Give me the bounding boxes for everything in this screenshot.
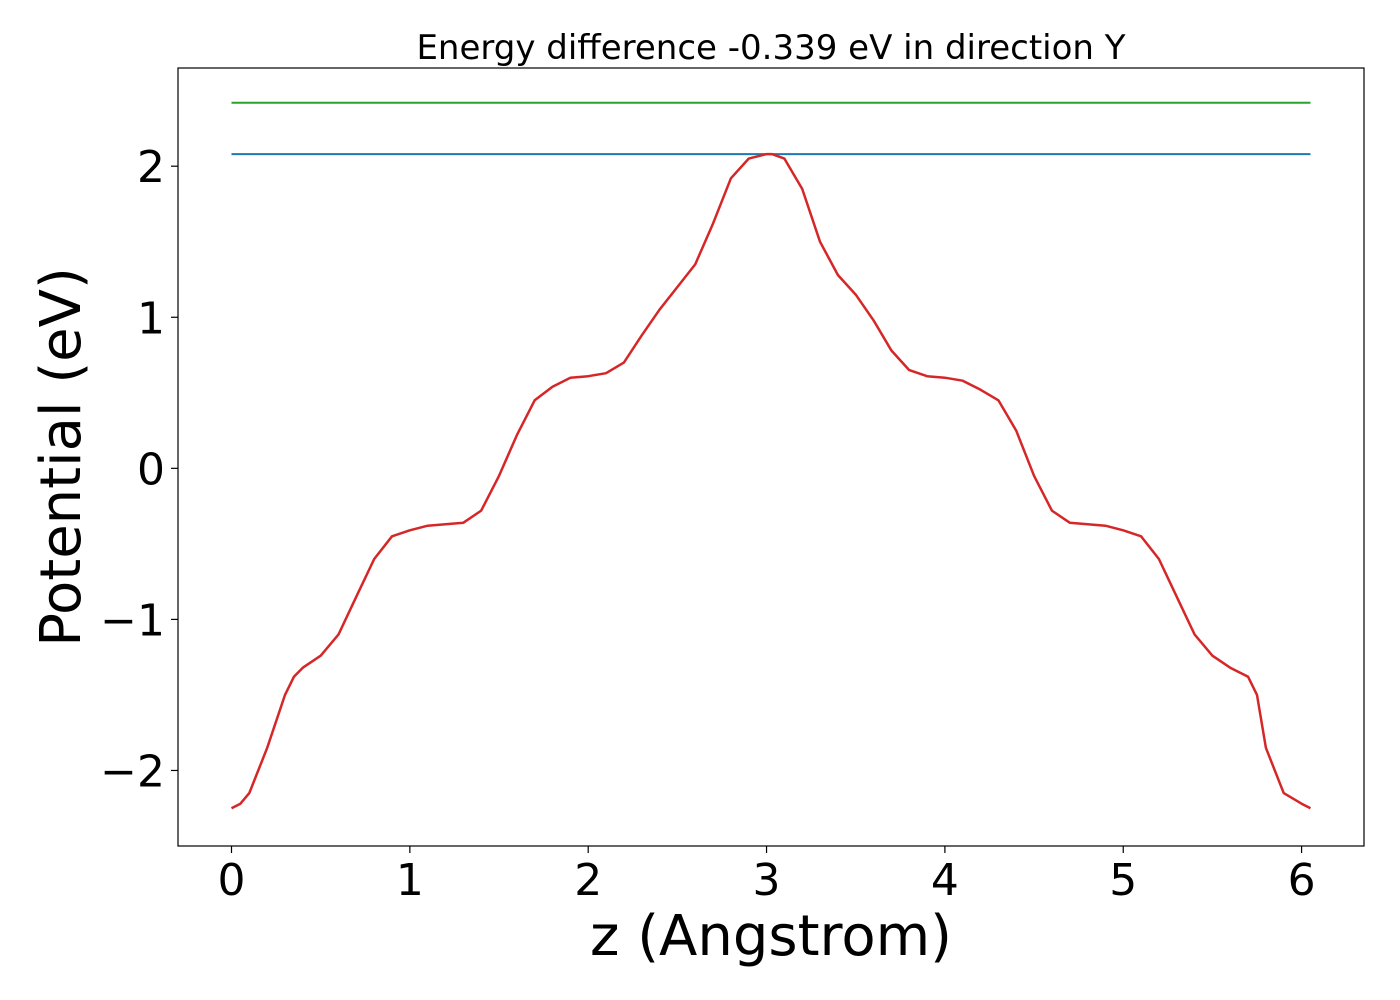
axes-frame xyxy=(177,67,1365,847)
x-tick-label: 5 xyxy=(1109,855,1137,906)
x-axis-label: z (Angstrom) xyxy=(590,904,952,969)
y-tick-label: 2 xyxy=(137,142,165,193)
series-layer xyxy=(230,101,1312,810)
y-axis-ticks: −2 −1 0 1 2 xyxy=(100,142,178,797)
plot-area xyxy=(177,67,1365,847)
series-line-3 xyxy=(230,152,1312,810)
x-tick-label: 4 xyxy=(931,855,959,906)
y-tick-label: 1 xyxy=(137,293,165,344)
y-tick-label: −2 xyxy=(100,746,165,797)
x-tick-label: 2 xyxy=(574,855,602,906)
y-tick-label: −1 xyxy=(100,595,165,646)
x-tick-label: 3 xyxy=(753,855,781,906)
x-tick-label: 1 xyxy=(396,855,424,906)
chart-title: Energy difference -0.339 eV in direction… xyxy=(416,28,1125,68)
y-tick-label: 0 xyxy=(137,444,165,495)
x-axis-ticks: 0 1 2 3 4 5 6 xyxy=(218,846,1316,906)
x-tick-label: 0 xyxy=(218,855,246,906)
y-axis-label: Potential (eV) xyxy=(29,267,94,647)
x-tick-label: 6 xyxy=(1288,855,1316,906)
